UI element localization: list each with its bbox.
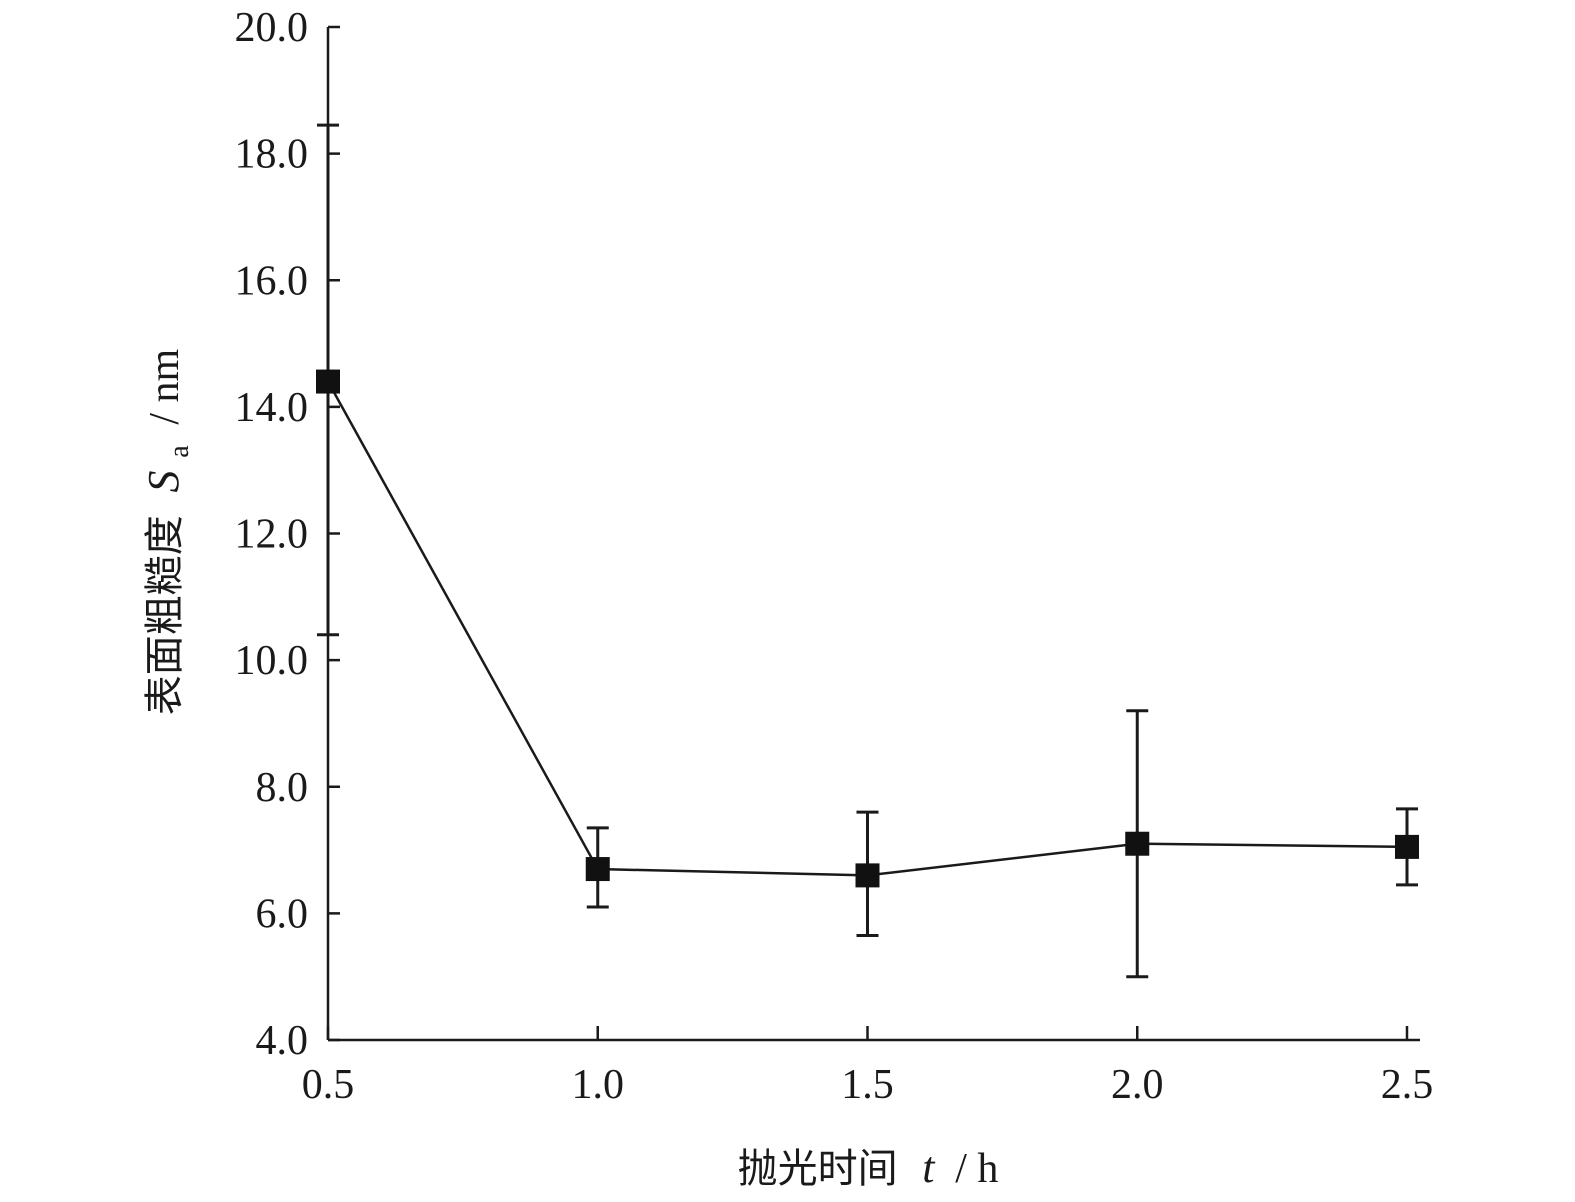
axes (326, 27, 1420, 1042)
plot-area (316, 123, 1419, 979)
x-tick-label: 2.5 (1381, 1062, 1434, 1108)
data-point (585, 857, 610, 882)
y-tick-label: 20.0 (235, 5, 309, 51)
y-axis-title-unit: / nm (142, 348, 188, 424)
x-tick-label: 1.5 (841, 1062, 894, 1108)
y-ticks: 4.0 6.0 8.0 10.0 12.0 14.0 16.0 18.0 20.0 (235, 5, 340, 1064)
x-axis-title: 抛光时间 t / h (738, 1143, 999, 1192)
y-tick-label: 10.0 (235, 638, 309, 684)
y-tick-label: 14.0 (235, 385, 309, 431)
data-point (1395, 834, 1419, 859)
y-axis-title-text: 表面粗糙度 (142, 515, 188, 715)
x-tick-label: 1.0 (572, 1062, 625, 1108)
x-axis-title-text: 抛光时间 (738, 1146, 898, 1192)
y-axis-title-sub: a (164, 445, 195, 458)
y-axis-title: 表面粗糙度 S a / nm (139, 348, 198, 715)
y-tick-label: 6.0 (256, 891, 309, 937)
y-tick-label: 18.0 (235, 132, 309, 178)
data-point (316, 369, 340, 394)
x-tick-label: 0.5 (302, 1062, 355, 1108)
y-tick-label: 4.0 (256, 1018, 309, 1064)
y-axis-title-var: S (139, 471, 188, 493)
y-tick-label: 16.0 (235, 258, 309, 304)
x-ticks: 0.5 1.0 1.5 2.0 2.5 (302, 1026, 1434, 1108)
data-point (1125, 831, 1150, 856)
x-axis-title-var: t (922, 1143, 936, 1192)
x-tick-label: 2.0 (1111, 1062, 1164, 1108)
y-tick-label: 8.0 (256, 765, 309, 811)
x-axis-title-unit: / h (955, 1146, 998, 1192)
y-tick-label: 12.0 (235, 512, 309, 558)
series-line (326, 380, 1408, 877)
data-point (855, 863, 880, 888)
